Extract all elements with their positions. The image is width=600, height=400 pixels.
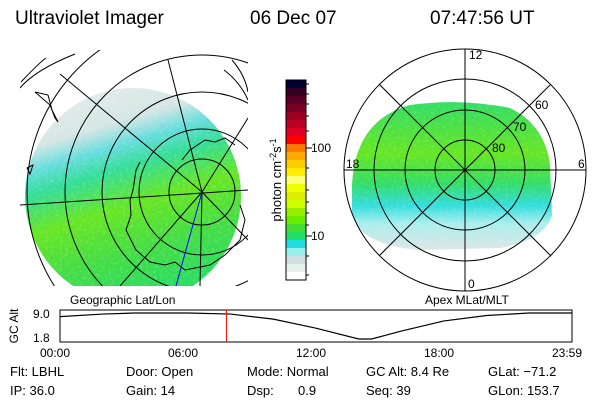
instrument-title: Ultraviolet Imager [15, 8, 164, 29]
colorbar-swatch [286, 112, 306, 121]
colorbar-swatch [286, 192, 306, 201]
timeline-ylabel: GC Alt [7, 308, 21, 344]
timeline-xtick-3: 18:00 [424, 346, 455, 360]
timeline-xtick-1: 06:00 [168, 346, 199, 360]
mlt-label-0: 0 [468, 277, 475, 291]
colorbar-swatch [286, 96, 306, 105]
colorbar-swatch [286, 80, 306, 89]
colorbar [285, 79, 312, 281]
colorbar-swatch [286, 224, 306, 233]
orbit-timeline [59, 309, 573, 343]
colorbar-swatch [286, 208, 306, 217]
time-label: 07:47:56 UT [430, 8, 535, 29]
gain-status: Gain: 14 [126, 383, 176, 398]
colorbar-tick-100: 100 [311, 141, 332, 155]
date-label: 06 Dec 07 [250, 8, 337, 29]
magnetic-polar-plot [343, 48, 587, 292]
colorbar-swatch [286, 120, 306, 129]
glon-status: GLon: 153.7 [488, 383, 560, 398]
colorbar-swatch [286, 200, 306, 209]
timeline-ytick-min: 1.8 [33, 331, 50, 345]
magnetic-plot-label: Apex MLat/MLT [425, 293, 509, 307]
colorbar-swatch [286, 232, 306, 241]
door-status: Door: Open [126, 364, 194, 379]
colorbar-swatch [286, 152, 306, 161]
lat-label-80: 80 [492, 141, 506, 155]
timeline-xtick-2: 12:00 [296, 346, 327, 360]
colorbar-swatch [286, 160, 306, 169]
glat-status: GLat: −71.2 [488, 364, 557, 379]
gc-alt-status: GC Alt: 8.4 Re [366, 364, 450, 379]
mlt-label-18: 18 [346, 157, 360, 171]
geographic-map [20, 50, 248, 286]
timeline-xtick-4: 23:59 [552, 346, 583, 360]
mlt-label-6: 6 [578, 157, 585, 171]
lat-label-70: 70 [513, 120, 527, 134]
colorbar-swatch [286, 168, 306, 177]
timeline-xtick-0: 00:00 [40, 346, 71, 360]
colorbar-swatch [286, 216, 306, 225]
ip-status: IP: 36.0 [10, 383, 55, 398]
mode-status: Mode: Normal [247, 364, 329, 379]
lat-label-60: 60 [535, 98, 549, 112]
colorbar-swatch [286, 256, 306, 265]
dsp-label: Dsp: [247, 383, 274, 398]
colorbar-tick-10: 10 [311, 229, 325, 243]
mlt-label-12: 12 [469, 48, 483, 62]
colorbar-swatch [286, 104, 306, 113]
geographic-plot-label: Geographic Lat/Lon [70, 293, 176, 307]
colorbar-swatch [286, 272, 306, 281]
colorbar-swatch [286, 248, 306, 257]
colorbar-swatch [286, 88, 306, 97]
colorbar-unit-label: photon cm-2s-1 [267, 138, 285, 222]
timeline-ytick-max: 9.0 [33, 307, 50, 321]
filter-status: Flt: LBHL [10, 364, 65, 379]
colorbar-swatch [286, 240, 306, 249]
colorbar-swatch [286, 136, 306, 145]
satellite-meridian-line [175, 191, 203, 286]
seq-status: Seq: 39 [366, 383, 411, 398]
dsp-value: 0.9 [298, 383, 317, 398]
orbit-altitude-line [59, 312, 572, 340]
colorbar-swatch [286, 128, 306, 137]
colorbar-swatch [286, 264, 306, 273]
colorbar-swatch [286, 144, 306, 153]
colorbar-swatch [286, 176, 306, 185]
colorbar-swatch [286, 184, 306, 193]
